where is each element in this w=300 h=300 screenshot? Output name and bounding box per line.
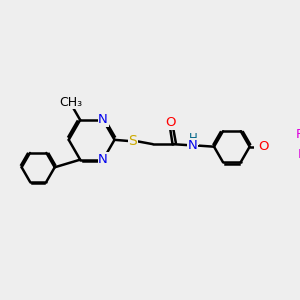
- Text: N: N: [98, 153, 108, 166]
- Text: H: H: [189, 132, 198, 145]
- Text: F: F: [298, 148, 300, 160]
- Text: N: N: [98, 113, 108, 127]
- Text: CH₃: CH₃: [59, 96, 82, 109]
- Text: S: S: [128, 134, 137, 148]
- Text: N: N: [188, 139, 197, 152]
- Text: F: F: [296, 128, 300, 141]
- Text: O: O: [258, 140, 269, 153]
- Text: O: O: [165, 116, 175, 129]
